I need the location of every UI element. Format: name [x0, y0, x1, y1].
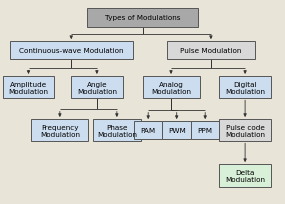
Text: Analog
Modulation: Analog Modulation — [151, 81, 191, 94]
FancyBboxPatch shape — [219, 76, 271, 99]
Text: PAM: PAM — [141, 128, 156, 134]
Text: Pulse Modulation: Pulse Modulation — [180, 48, 242, 54]
FancyBboxPatch shape — [219, 164, 271, 187]
FancyBboxPatch shape — [219, 119, 271, 142]
FancyBboxPatch shape — [191, 121, 219, 140]
Text: Types of Modulations: Types of Modulations — [105, 15, 180, 21]
FancyBboxPatch shape — [162, 121, 191, 140]
Text: Angle
Modulation: Angle Modulation — [77, 81, 117, 94]
FancyBboxPatch shape — [71, 76, 123, 99]
Text: Phase
Modulation: Phase Modulation — [97, 124, 137, 137]
FancyBboxPatch shape — [31, 119, 88, 142]
FancyBboxPatch shape — [87, 9, 198, 28]
Text: Frequency
Modulation: Frequency Modulation — [40, 124, 80, 137]
Text: Pulse code
Modulation: Pulse code Modulation — [225, 124, 265, 137]
FancyBboxPatch shape — [93, 119, 141, 142]
Text: Amplitude
Modulation: Amplitude Modulation — [9, 81, 48, 94]
FancyBboxPatch shape — [134, 121, 162, 140]
Text: PPM: PPM — [198, 128, 213, 134]
FancyBboxPatch shape — [10, 42, 133, 60]
Text: Delta
Modulation: Delta Modulation — [225, 169, 265, 182]
FancyBboxPatch shape — [167, 42, 255, 60]
Text: Continuous-wave Modulation: Continuous-wave Modulation — [19, 48, 123, 54]
FancyBboxPatch shape — [3, 76, 54, 99]
FancyBboxPatch shape — [142, 76, 200, 99]
Text: Digital
Modulation: Digital Modulation — [225, 81, 265, 94]
Text: PWM: PWM — [168, 128, 186, 134]
